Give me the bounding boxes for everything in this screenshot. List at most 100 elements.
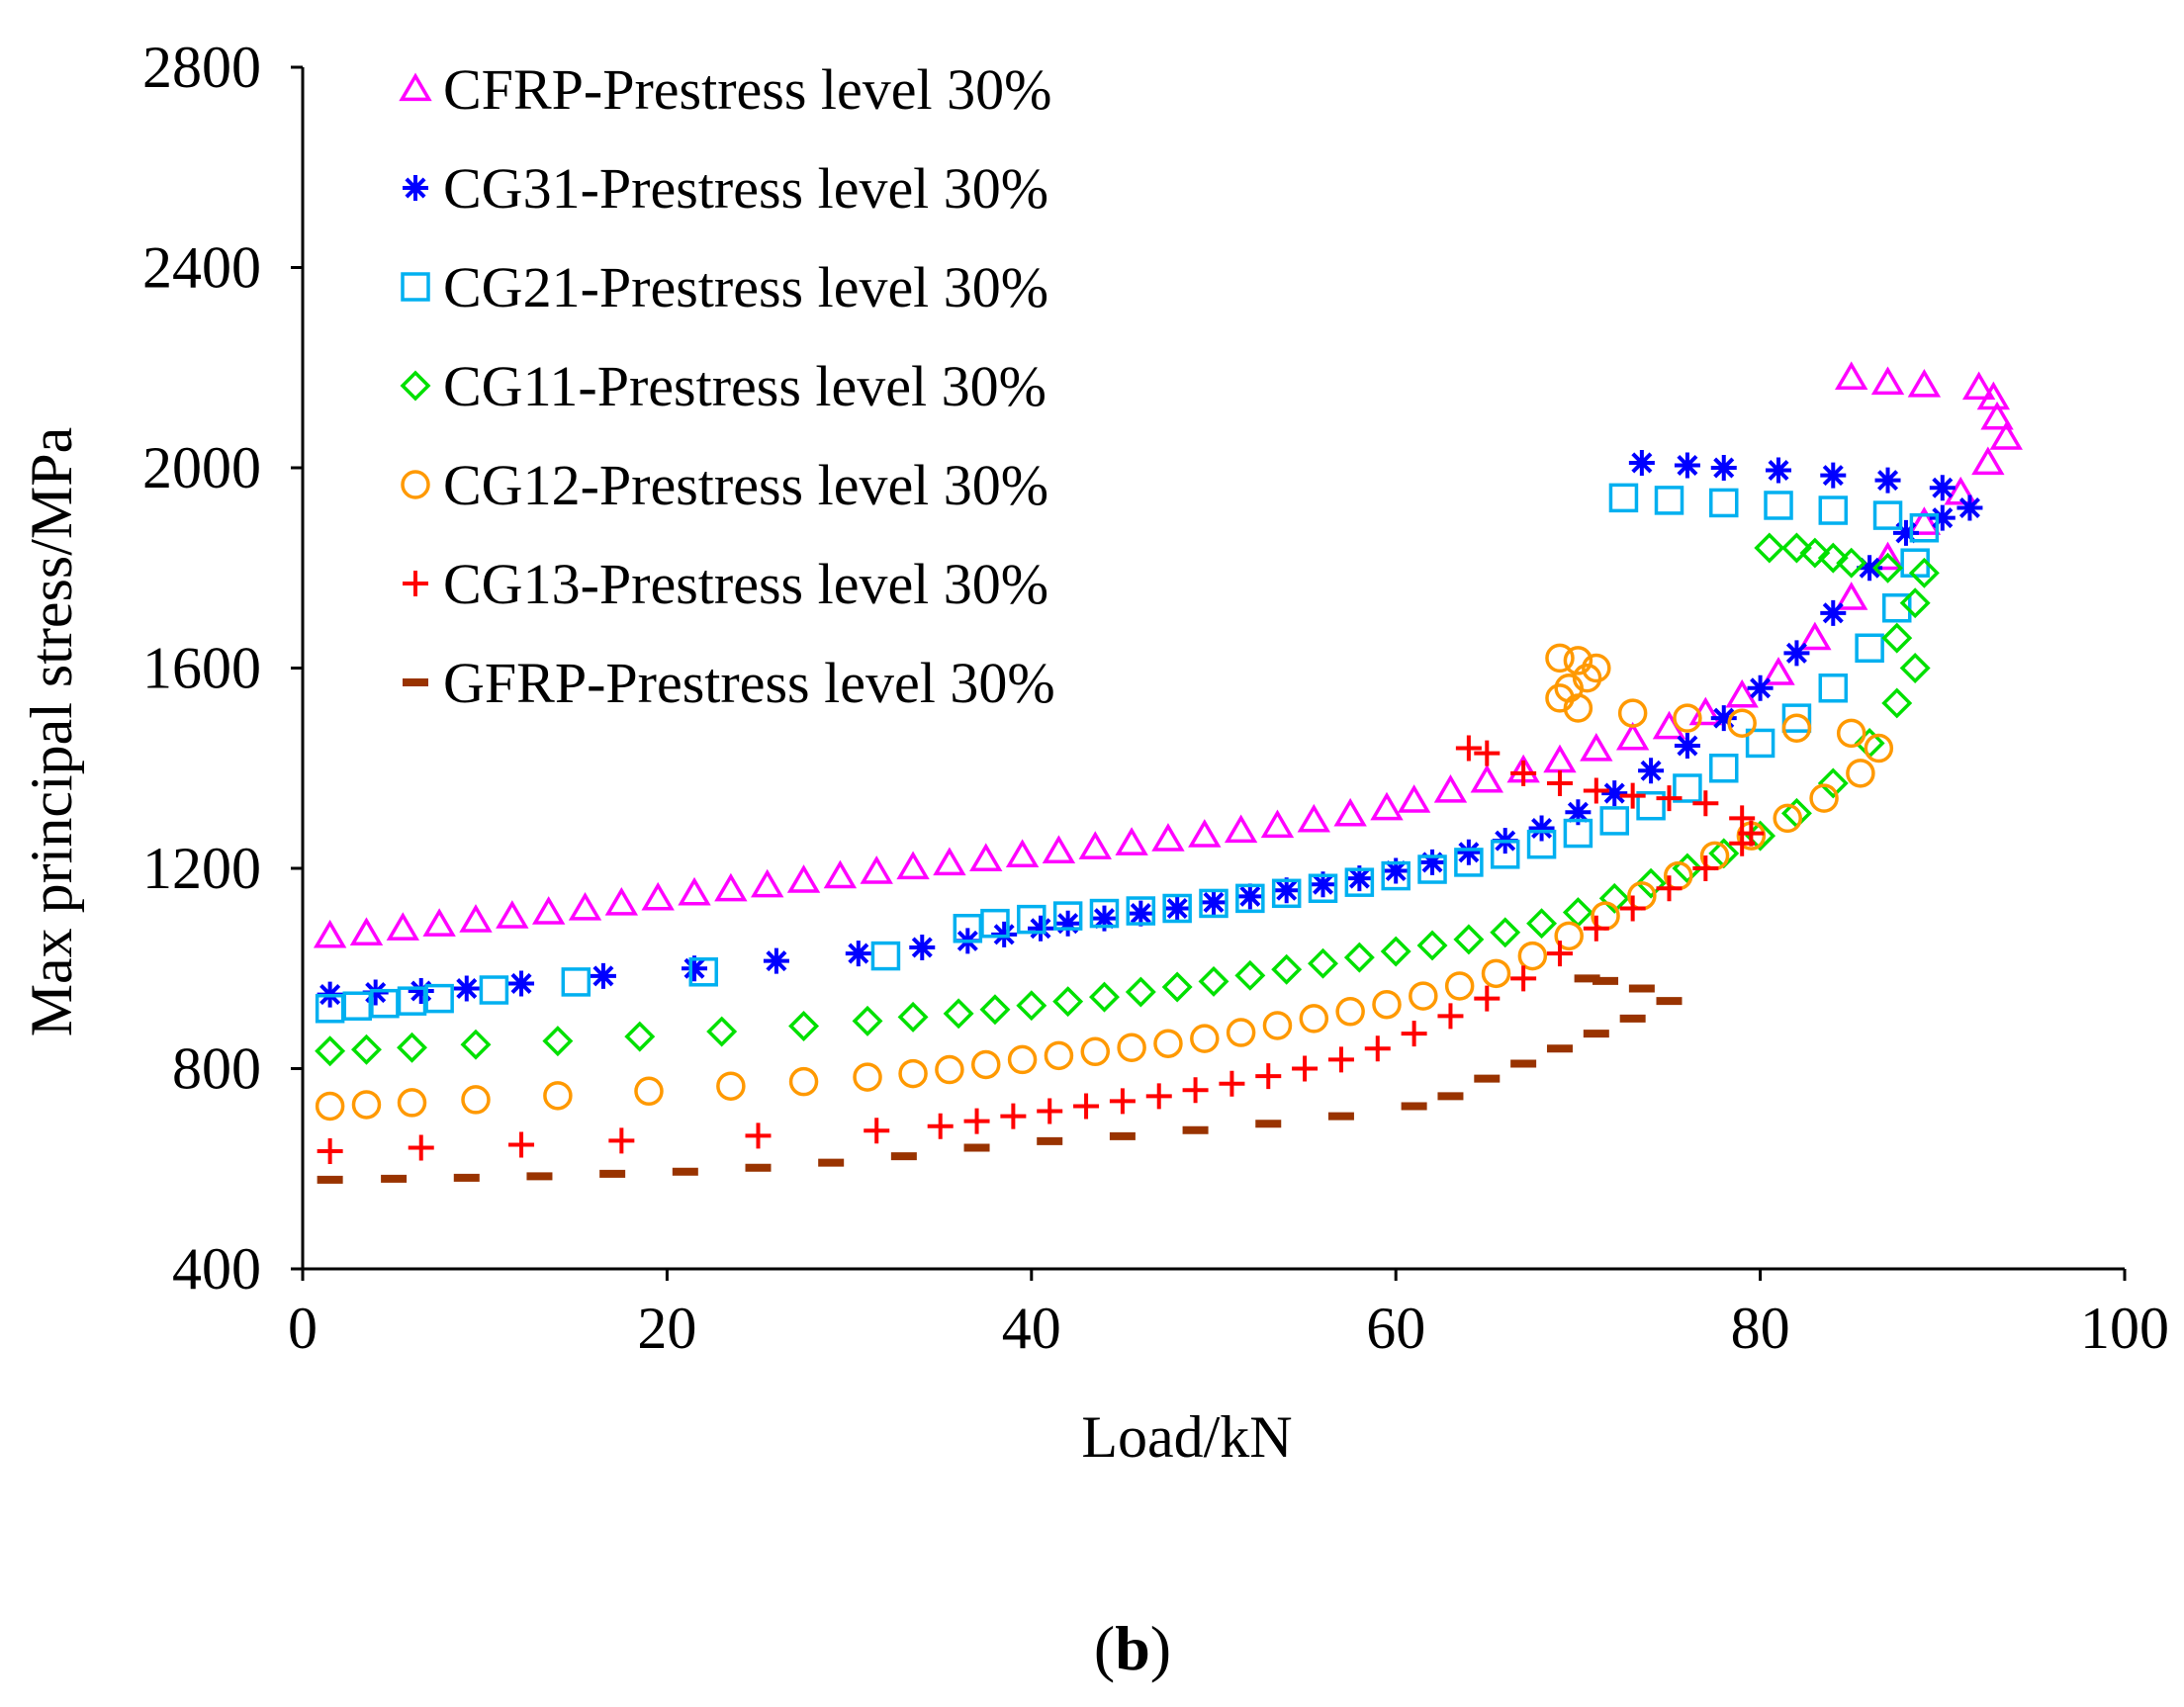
data-point [386, 912, 420, 941]
data-point [1474, 740, 1501, 766]
data-point [1857, 555, 1883, 582]
data-point [1343, 942, 1375, 973]
data-point [1526, 829, 1557, 859]
plot-area [313, 361, 2023, 1184]
data-point [1201, 889, 1227, 916]
data-point [1783, 640, 1810, 667]
data-point [1517, 941, 1548, 971]
data-point [1381, 860, 1410, 891]
data-point [1273, 877, 1300, 904]
data-point [1454, 848, 1484, 877]
data-point [1401, 1021, 1427, 1047]
panel-label-close: ) [1150, 1613, 1171, 1683]
data-point [1383, 857, 1410, 884]
data-point [1109, 1088, 1136, 1115]
data-point [1153, 1029, 1183, 1058]
data-point [496, 900, 529, 929]
data-point [1780, 532, 1812, 564]
data-point [1333, 797, 1367, 827]
data-point [1601, 780, 1628, 807]
legend-label: CG31-Prestress level 30% [443, 156, 1048, 221]
data-point [1091, 905, 1118, 932]
series-7 [317, 974, 1683, 1184]
data-point [1128, 900, 1154, 927]
data-point [1234, 959, 1266, 991]
data-point [714, 872, 748, 902]
data-point [1297, 803, 1331, 833]
x-tick-label: 80 [1731, 1296, 1790, 1361]
data-point [1598, 882, 1630, 914]
data-point [1738, 820, 1765, 847]
data-point [1052, 901, 1083, 931]
data-point [1583, 777, 1609, 804]
data-point [1864, 733, 1894, 764]
data-point [1262, 1011, 1293, 1040]
x-tick-label: 40 [1002, 1296, 1061, 1361]
data-point [1881, 622, 1913, 654]
legend-label: CG11-Prestress level 30% [443, 354, 1046, 418]
data-point [1125, 976, 1156, 1008]
y-axis-label: Max principal stress/MPa [19, 427, 84, 1037]
data-point [1470, 764, 1503, 793]
data-point [1617, 698, 1648, 728]
legend-item: CG31-Prestress level 30% [403, 156, 1048, 221]
data-point [1798, 621, 1832, 651]
data-point [350, 1033, 382, 1065]
data-point [1236, 883, 1263, 910]
legend-item: CG12-Prestress level 30% [401, 453, 1048, 517]
data-point [1907, 506, 1942, 535]
data-point [979, 994, 1011, 1026]
data-point [1572, 663, 1602, 693]
legend-item: GFRP-Prestress level 30% [403, 651, 1055, 715]
data-point [1619, 895, 1646, 922]
data-point [1372, 989, 1402, 1020]
data-point [1016, 990, 1047, 1022]
data-point [1709, 754, 1739, 783]
data-point [351, 1090, 382, 1120]
data-point [896, 851, 930, 880]
data-point [1453, 924, 1485, 955]
data-point [1615, 721, 1650, 751]
data-point [604, 886, 639, 916]
data-point [1961, 371, 1996, 401]
data-point [1692, 790, 1719, 817]
data-point [1980, 401, 2014, 430]
data-point [1773, 803, 1802, 834]
data-point [1638, 758, 1665, 784]
data-point [590, 962, 616, 989]
data-point [963, 1108, 990, 1134]
data-point [1766, 457, 1792, 484]
legend-item: CFRP-Prestress level 30% [399, 57, 1051, 122]
data-point [1656, 875, 1683, 902]
data-point [1656, 785, 1683, 812]
data-point [543, 1081, 573, 1111]
data-point [508, 970, 535, 997]
legend-item: CG21-Prestress level 30% [401, 255, 1048, 319]
data-point [1781, 713, 1812, 743]
data-point [943, 998, 974, 1030]
data-point [1727, 708, 1757, 738]
data-point [1437, 1003, 1464, 1030]
data-point [1608, 483, 1639, 513]
data-point [1836, 547, 1867, 579]
data-point [1674, 732, 1700, 759]
y-tick-label: 2000 [142, 435, 261, 500]
data-point [1929, 475, 1956, 501]
data-point [897, 1001, 929, 1033]
data-point [1346, 865, 1373, 892]
panel-label-letter: b [1115, 1613, 1150, 1683]
data-point [688, 957, 718, 987]
data-point [1455, 839, 1482, 865]
data-point [1481, 958, 1511, 989]
data-point [971, 1049, 1001, 1080]
data-point [1710, 705, 1737, 732]
data-point [1199, 888, 1228, 919]
data-point [634, 1076, 664, 1107]
data-point [424, 983, 454, 1014]
x-tick-label: 60 [1366, 1296, 1425, 1361]
data-point [1235, 883, 1265, 914]
data-point [1745, 728, 1775, 759]
data-point [1870, 366, 1905, 396]
data-point [1729, 805, 1756, 832]
data-point [1583, 915, 1609, 942]
